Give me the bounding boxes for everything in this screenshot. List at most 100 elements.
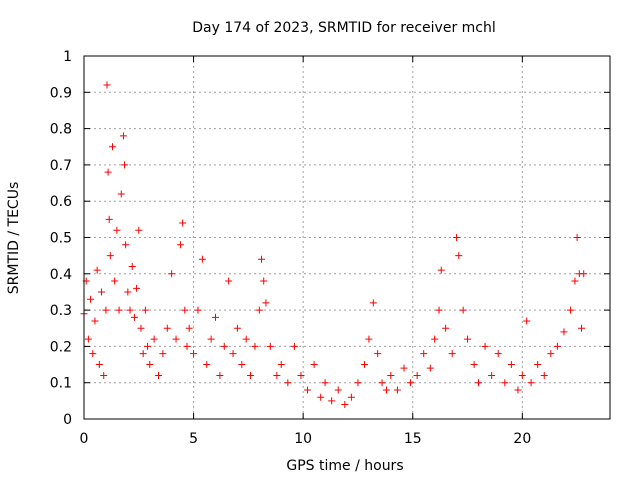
data-point — [354, 379, 362, 387]
data-point — [104, 168, 112, 176]
data-point — [108, 143, 116, 151]
data-point — [111, 277, 119, 285]
data-point — [378, 379, 386, 387]
data-point — [251, 342, 259, 350]
data-point — [361, 361, 369, 369]
chart-title: Day 174 of 2023, SRMTID for receiver mch… — [192, 20, 496, 36]
y-tick-label: 0.2 — [50, 339, 72, 355]
y-tick-label: 0.5 — [50, 231, 72, 247]
data-point — [448, 350, 456, 358]
data-point — [106, 252, 114, 260]
data-point — [470, 361, 478, 369]
y-tick-label: 0 — [63, 412, 72, 428]
x-tick-label: 15 — [404, 431, 422, 447]
y-tick-label: 0.1 — [50, 376, 72, 392]
data-point — [194, 306, 202, 314]
data-point — [369, 299, 377, 307]
data-point — [168, 270, 176, 278]
data-point — [124, 288, 132, 296]
axis-ticks: 00.10.20.30.40.50.60.70.80.910 5 10 15 20 — [50, 49, 610, 447]
data-point — [297, 371, 305, 379]
data-point — [190, 350, 198, 358]
data-point — [420, 350, 428, 358]
data-point — [523, 317, 531, 325]
data-point — [578, 324, 586, 332]
data-point — [242, 335, 250, 343]
y-tick-label: 0.6 — [50, 194, 72, 210]
data-point — [84, 335, 92, 343]
x-tick-label: 20 — [513, 431, 531, 447]
data-point — [159, 350, 167, 358]
y-axis-label: SRMTID / TECUs — [6, 182, 22, 295]
data-point — [135, 226, 143, 234]
data-point — [183, 342, 191, 350]
data-point — [247, 371, 255, 379]
data-point — [567, 306, 575, 314]
data-point — [203, 361, 211, 369]
data-point — [212, 313, 219, 321]
data-point — [488, 371, 496, 379]
data-point — [437, 266, 445, 274]
data-point — [220, 342, 228, 350]
data-point — [185, 324, 193, 332]
data-point — [105, 215, 113, 223]
data-point — [229, 350, 237, 358]
data-point — [442, 324, 450, 332]
data-point — [573, 234, 581, 241]
data-point — [374, 350, 382, 358]
data-point — [560, 328, 568, 336]
data-point — [400, 364, 408, 372]
data-point — [284, 379, 292, 387]
data-point — [255, 306, 263, 314]
data-point — [387, 371, 395, 379]
data-point — [464, 335, 472, 343]
data-point — [328, 397, 336, 405]
grid — [84, 56, 610, 419]
data-point — [310, 361, 318, 369]
data-point — [413, 371, 421, 379]
data-point — [580, 270, 588, 278]
x-tick-label: 5 — [189, 431, 198, 447]
data-point — [176, 241, 184, 249]
data-point — [233, 324, 241, 332]
data-point — [91, 317, 99, 325]
data-point — [407, 379, 415, 387]
data-point — [207, 335, 215, 343]
data-point — [540, 371, 548, 379]
data-point — [163, 324, 171, 332]
data-point — [273, 371, 281, 379]
data-point — [179, 219, 187, 227]
data-point — [95, 361, 103, 369]
data-point — [475, 379, 482, 387]
y-tick-label: 0.9 — [50, 85, 72, 101]
y-tick-label: 0.7 — [50, 158, 72, 174]
data-point — [290, 342, 298, 350]
data-point — [481, 342, 489, 350]
data-point — [102, 306, 110, 314]
data-point — [89, 350, 97, 358]
data-point — [453, 234, 461, 241]
data-point — [553, 342, 561, 350]
data-point — [128, 263, 136, 271]
data-point — [266, 342, 274, 350]
data-point — [317, 393, 325, 401]
data-point — [198, 255, 206, 263]
data-point — [507, 361, 515, 369]
data-point — [435, 306, 443, 314]
data-point — [571, 277, 579, 285]
data-point — [304, 386, 312, 394]
data-point — [121, 161, 129, 169]
y-tick-label: 0.4 — [50, 267, 72, 283]
data-point — [225, 277, 233, 285]
data-point — [144, 342, 152, 350]
data-point — [141, 306, 149, 314]
data-point — [155, 371, 163, 379]
data-point — [321, 379, 329, 387]
data-point — [262, 299, 270, 307]
data-point — [137, 324, 145, 332]
data-point — [87, 295, 95, 303]
data-point — [382, 386, 390, 394]
x-tick-label: 10 — [294, 431, 312, 447]
data-point — [122, 241, 130, 249]
